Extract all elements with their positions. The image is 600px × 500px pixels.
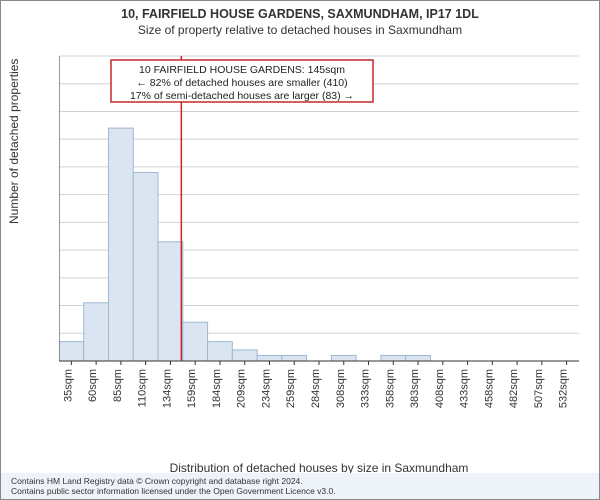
x-tick-label: 134sqm <box>161 369 173 408</box>
chart-subtitle: Size of property relative to detached ho… <box>1 23 599 38</box>
x-tick-label: 184sqm <box>211 369 223 408</box>
annotation-line: 17% of semi-detached houses are larger (… <box>130 90 354 102</box>
histogram-bar <box>282 355 307 361</box>
x-tick-label: 60sqm <box>87 369 99 402</box>
histogram-bar <box>232 350 257 361</box>
x-tick-label: 408sqm <box>434 369 446 408</box>
histogram-bar <box>109 128 134 361</box>
footer-line-2: Contains public sector information licen… <box>11 486 593 496</box>
histogram-bar <box>381 355 406 361</box>
histogram-bar <box>406 355 431 361</box>
x-tick-label: 234sqm <box>260 369 272 408</box>
chart-title-address: 10, FAIRFIELD HOUSE GARDENS, SAXMUNDHAM,… <box>1 7 599 23</box>
title-block: 10, FAIRFIELD HOUSE GARDENS, SAXMUNDHAM,… <box>1 1 599 38</box>
x-tick-label: 85sqm <box>112 369 124 402</box>
histogram-bar <box>84 303 109 361</box>
footer-line-1: Contains HM Land Registry data © Crown c… <box>11 476 593 486</box>
x-tick-label: 333sqm <box>360 369 372 408</box>
histogram-bar <box>158 242 183 361</box>
x-tick-label: 284sqm <box>310 369 322 408</box>
histogram-bar <box>331 355 356 361</box>
x-tick-label: 507sqm <box>533 369 545 408</box>
x-tick-label: 358sqm <box>384 369 396 408</box>
histogram-svg: 02040608010012014016018020022035sqm60sqm… <box>59 51 579 421</box>
x-tick-label: 259sqm <box>285 369 297 408</box>
x-tick-label: 159sqm <box>186 369 198 408</box>
x-tick-label: 308sqm <box>335 369 347 408</box>
x-tick-label: 482sqm <box>508 369 520 408</box>
histogram-bar <box>183 322 208 361</box>
annotation-line: ← 82% of detached houses are smaller (41… <box>136 77 347 89</box>
x-tick-label: 35sqm <box>62 369 74 402</box>
x-tick-label: 433sqm <box>459 369 471 408</box>
x-tick-label: 209sqm <box>236 369 248 408</box>
chart-container: 10, FAIRFIELD HOUSE GARDENS, SAXMUNDHAM,… <box>0 0 600 500</box>
x-tick-label: 110sqm <box>137 369 149 407</box>
attribution-footer: Contains HM Land Registry data © Crown c… <box>1 473 599 499</box>
x-tick-label: 383sqm <box>409 369 421 408</box>
x-tick-label: 458sqm <box>483 369 495 408</box>
annotation-line: 10 FAIRFIELD HOUSE GARDENS: 145sqm <box>139 64 345 76</box>
plot-area: 02040608010012014016018020022035sqm60sqm… <box>59 51 579 421</box>
y-axis-label: Number of detached properties <box>7 59 21 224</box>
histogram-bar <box>59 342 84 361</box>
histogram-bar <box>133 172 158 361</box>
histogram-bar <box>208 342 233 361</box>
x-tick-label: 532sqm <box>558 369 570 408</box>
histogram-bar <box>257 355 282 361</box>
